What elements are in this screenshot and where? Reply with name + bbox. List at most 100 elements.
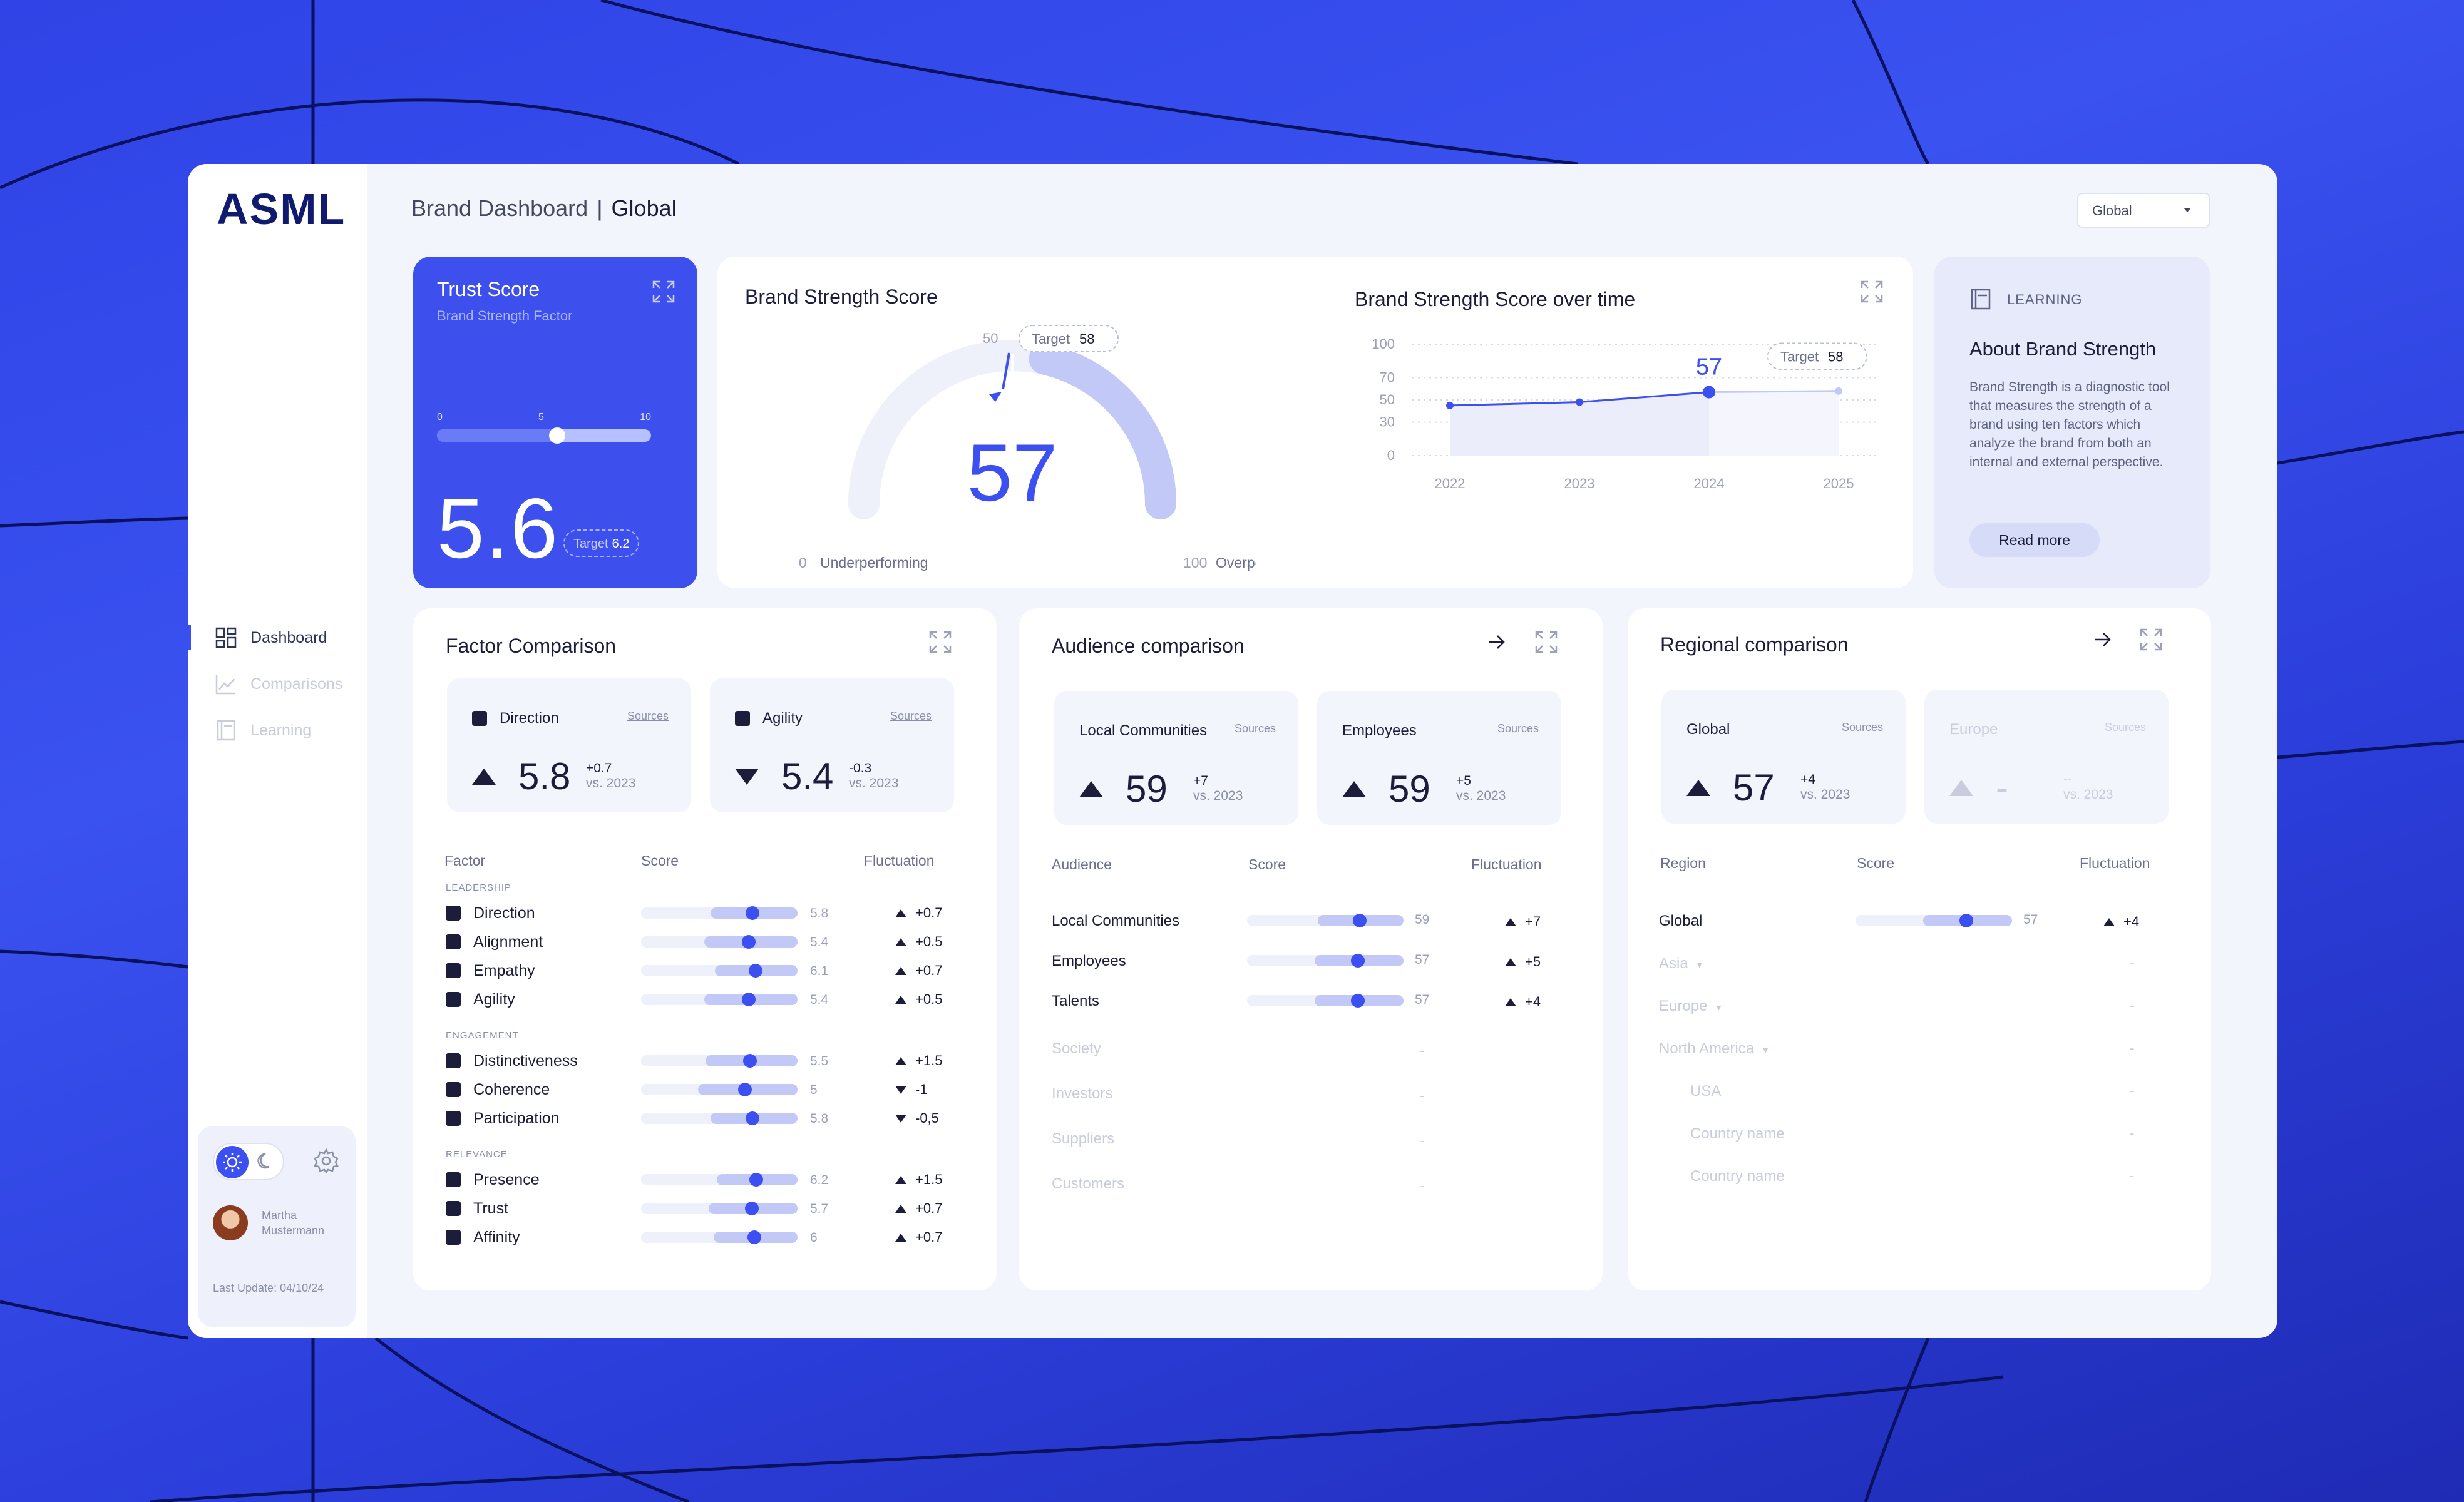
score-value: 59 bbox=[1415, 912, 1430, 927]
arrow-up-icon bbox=[1686, 779, 1710, 796]
sources-link[interactable]: Sources bbox=[1841, 721, 1883, 733]
highlight-value: 57 bbox=[1696, 354, 1722, 381]
expand-icon[interactable] bbox=[1859, 279, 1884, 304]
factor-icon bbox=[446, 934, 461, 949]
arrow-up-icon bbox=[895, 1056, 906, 1065]
region-group[interactable]: Asia ▾ bbox=[1659, 955, 1702, 973]
theme-toggle[interactable] bbox=[213, 1143, 284, 1180]
sources-link[interactable]: Sources bbox=[2104, 721, 2146, 733]
gear-icon[interactable] bbox=[313, 1148, 339, 1177]
expand-icon[interactable] bbox=[651, 279, 676, 304]
factor-row[interactable]: Coherence bbox=[446, 1080, 550, 1099]
fluctuation: +4 bbox=[1505, 994, 1541, 1010]
factor-card-agility[interactable]: Agility Sources 5.4 -0.3 vs. 2023 bbox=[710, 678, 954, 812]
score-value: 57 bbox=[1415, 953, 1430, 967]
factor-name: Participation bbox=[473, 1109, 560, 1127]
audience-row-inactive[interactable]: Suppliers bbox=[1052, 1130, 1115, 1147]
region-group[interactable]: North America ▾ bbox=[1659, 1040, 1768, 1058]
score-value: 6 bbox=[810, 1230, 818, 1245]
audience-row[interactable]: Talents bbox=[1052, 993, 1100, 1009]
factor-row[interactable]: Direction bbox=[446, 904, 535, 922]
region-row[interactable]: Global bbox=[1659, 912, 1703, 929]
score-value: 5.8 bbox=[810, 906, 829, 921]
target-value: 58 bbox=[1828, 349, 1843, 365]
region-select-value: Global bbox=[2092, 203, 2132, 218]
fluctuation-value: +0.7 bbox=[915, 1200, 943, 1216]
chart-area-forecast bbox=[1709, 391, 1839, 456]
user-row[interactable]: Martha Mustermann bbox=[213, 1205, 343, 1240]
expand-icon[interactable] bbox=[2138, 627, 2164, 652]
arrow-up-icon bbox=[895, 966, 906, 975]
arrow-up-icon bbox=[895, 995, 906, 1004]
caret-down-icon bbox=[2184, 208, 2191, 212]
target-label: Target bbox=[1780, 349, 1819, 365]
sidebar-item-comparisons[interactable]: Comparisons bbox=[188, 661, 367, 707]
audience-row[interactable]: Employees bbox=[1052, 953, 1126, 969]
sources-link[interactable]: Sources bbox=[1234, 722, 1276, 735]
expand-icon[interactable] bbox=[1534, 630, 1559, 655]
slider-fill bbox=[437, 429, 563, 442]
arrow-right-icon[interactable] bbox=[2090, 627, 2115, 652]
gauge-mid-label: 50 bbox=[983, 330, 998, 346]
score-bar bbox=[1247, 954, 1404, 968]
y-tick-label: 0 bbox=[1387, 447, 1395, 463]
audience-row-inactive[interactable]: Society bbox=[1052, 1040, 1101, 1057]
audience-card-employees[interactable]: Employees Sources 59 +5 vs. 2023 bbox=[1317, 691, 1561, 825]
factor-row[interactable]: Presence bbox=[446, 1170, 540, 1189]
score-value: 6.2 bbox=[810, 1173, 829, 1187]
arrow-up-icon bbox=[1505, 998, 1516, 1006]
fluctuation: +0.7 bbox=[895, 963, 942, 979]
sources-link[interactable]: Sources bbox=[890, 710, 932, 722]
avatar bbox=[213, 1205, 248, 1240]
factor-row[interactable]: Participation bbox=[446, 1109, 560, 1128]
country-row[interactable]: USA bbox=[1690, 1083, 1722, 1100]
fluctuation: +5 bbox=[1505, 954, 1541, 970]
trust-slider: 0 5 10 bbox=[437, 412, 651, 444]
region-card-europe[interactable]: Europe Sources - -- vs. 2023 bbox=[1924, 690, 2169, 824]
score-bar bbox=[641, 935, 798, 949]
factor-comparison-card: Factor Comparison Direction Sources 5.8 … bbox=[413, 608, 997, 1290]
gauge-low-label: Underperforming bbox=[820, 554, 928, 571]
factor-row[interactable]: Affinity bbox=[446, 1228, 520, 1247]
expand-icon[interactable] bbox=[928, 630, 953, 655]
sidebar-item-learning[interactable]: Learning bbox=[188, 707, 367, 754]
region-card-name: Europe bbox=[1949, 721, 1998, 738]
arrow-right-icon[interactable] bbox=[1484, 630, 1509, 655]
country-row[interactable]: Country name bbox=[1690, 1168, 1785, 1185]
audience-card-local-communities[interactable]: Local Communities Sources 59 +7 vs. 2023 bbox=[1054, 691, 1298, 825]
column-header: Fluctuation bbox=[1471, 856, 1542, 872]
brand-strength-gauge: 50 Target 58 57 0 Underperforming 100 Ov… bbox=[799, 325, 1256, 571]
country-row[interactable]: Country name bbox=[1690, 1125, 1785, 1142]
sidebar-nav: Dashboard Comparisons Learning bbox=[188, 615, 367, 754]
region-group-label: North America bbox=[1659, 1040, 1755, 1057]
score-value: 5.7 bbox=[810, 1202, 829, 1216]
x-tick-label: 2022 bbox=[1435, 476, 1466, 491]
region-group[interactable]: Europe ▾ bbox=[1659, 998, 1721, 1015]
region-select[interactable]: Global bbox=[2077, 193, 2210, 228]
score-bar bbox=[641, 1230, 798, 1244]
sources-link[interactable]: Sources bbox=[1497, 722, 1539, 735]
sources-link[interactable]: Sources bbox=[627, 710, 669, 722]
arrow-up-icon bbox=[1505, 917, 1516, 926]
factor-row[interactable]: Distinctiveness bbox=[446, 1051, 578, 1070]
factor-row[interactable]: Agility bbox=[446, 990, 515, 1009]
factor-icon bbox=[446, 1053, 461, 1068]
read-more-button[interactable]: Read more bbox=[1969, 523, 2100, 557]
column-header: Score bbox=[1248, 856, 1286, 872]
region-card-global[interactable]: Global Sources 57 +4 vs. 2023 bbox=[1661, 690, 1906, 824]
factor-row[interactable]: Trust bbox=[446, 1199, 508, 1218]
audience-row-inactive[interactable]: Investors bbox=[1052, 1085, 1113, 1102]
fluctuation: +1.5 bbox=[895, 1053, 942, 1069]
trust-title: Trust Score bbox=[437, 278, 540, 300]
audience-row[interactable]: Local Communities bbox=[1052, 912, 1180, 929]
gauge-fill bbox=[1029, 343, 1176, 519]
factor-row[interactable]: Empathy bbox=[446, 961, 535, 980]
factor-card-name: Agility bbox=[735, 710, 803, 727]
factor-row[interactable]: Alignment bbox=[446, 932, 543, 951]
arrow-up-icon bbox=[1342, 780, 1366, 797]
factor-card-direction[interactable]: Direction Sources 5.8 +0.7 vs. 2023 bbox=[447, 678, 691, 812]
sidebar-item-dashboard[interactable]: Dashboard bbox=[188, 615, 367, 661]
factor-card-name: Direction bbox=[472, 710, 559, 727]
audience-row-inactive[interactable]: Customers bbox=[1052, 1175, 1125, 1192]
arrow-up-icon bbox=[1505, 958, 1516, 966]
